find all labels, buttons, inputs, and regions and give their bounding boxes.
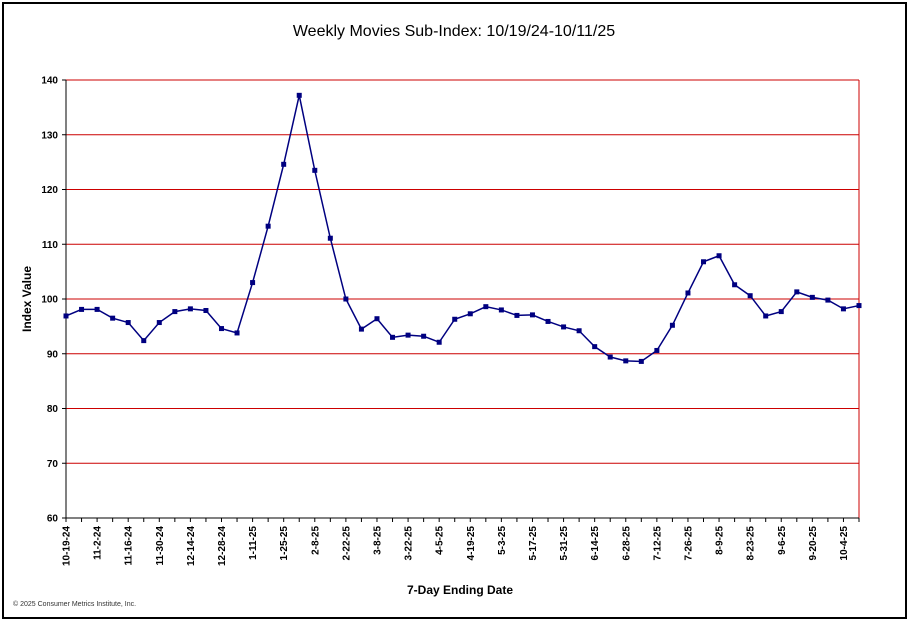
data-point	[561, 324, 567, 330]
data-point	[732, 282, 738, 288]
x-tick-label: 9-20-25	[808, 526, 819, 561]
data-point	[669, 322, 675, 328]
y-tick-label: 100	[41, 295, 58, 306]
data-point	[172, 309, 178, 315]
data-point	[203, 307, 209, 313]
data-point	[281, 161, 287, 167]
data-point	[265, 223, 271, 229]
y-tick-label: 60	[47, 514, 59, 525]
x-tick-label: 12-28-24	[217, 526, 228, 566]
data-point	[125, 320, 131, 326]
data-point	[218, 326, 224, 332]
data-point	[405, 332, 411, 338]
y-tick-label: 70	[47, 459, 59, 470]
y-tick-label: 80	[47, 404, 59, 415]
data-point	[421, 333, 427, 339]
y-tick-label: 140	[41, 76, 58, 87]
data-point	[514, 312, 520, 318]
data-point	[110, 315, 116, 321]
y-tick-label: 110	[42, 240, 59, 251]
data-point	[607, 354, 613, 360]
data-point	[343, 296, 349, 302]
data-point	[452, 316, 458, 322]
data-point	[809, 294, 815, 300]
data-point	[390, 334, 396, 340]
y-tick-label: 120	[41, 185, 58, 196]
data-point	[592, 344, 598, 350]
y-axis-label: Index Value	[20, 266, 34, 332]
data-point	[358, 326, 364, 332]
axes: 60 70 80 90 100 110 120 130 140 10-19-24 11-2-24 11…	[41, 76, 860, 566]
x-tick-label: 12-14-24	[186, 526, 197, 566]
chart-title: Weekly Movies Sub-Index: 10/19/24-10/11/…	[293, 23, 615, 40]
copyright-note: © 2025 Consumer Metrics Institute, Inc.	[13, 600, 136, 608]
data-point	[623, 358, 629, 364]
x-tick-label: 9-6-25	[777, 526, 788, 555]
series-layer	[63, 92, 862, 364]
data-point	[685, 290, 691, 296]
x-tick-label: 11-2-24	[93, 526, 104, 560]
data-point	[825, 297, 831, 303]
data-point	[94, 306, 100, 312]
data-point	[467, 311, 473, 317]
x-tick-label: 4-5-25	[435, 526, 446, 555]
data-point	[234, 330, 240, 336]
data-point	[498, 307, 504, 313]
x-tick-label: 11-16-24	[124, 526, 135, 566]
x-tick-label: 2-22-25	[341, 526, 352, 561]
data-point	[327, 235, 333, 241]
x-tick-label: 5-17-25	[528, 526, 539, 561]
data-point	[483, 304, 489, 310]
x-tick-label: 11-30-24	[155, 526, 166, 566]
x-tick-label: 5-31-25	[559, 526, 570, 561]
data-point	[856, 303, 862, 309]
x-tick-label: 7-26-25	[683, 526, 694, 561]
data-point	[374, 316, 380, 322]
data-point	[794, 289, 800, 295]
data-point	[701, 259, 707, 265]
x-axis-label: 7-Day Ending Date	[407, 583, 513, 597]
data-point	[141, 338, 147, 344]
data-point	[436, 339, 442, 345]
data-point	[312, 167, 318, 173]
x-tick-label: 8-9-25	[715, 526, 726, 555]
data-point	[250, 280, 256, 286]
x-tick-label: 3-22-25	[404, 526, 415, 561]
x-tick-label: 8-23-25	[746, 526, 757, 561]
x-tick-label: 1-11-25	[248, 526, 259, 560]
x-tick-label: 3-8-25	[372, 526, 383, 555]
data-point	[778, 309, 784, 315]
x-tick-label: 6-14-25	[590, 526, 601, 561]
x-tick-label: 5-3-25	[497, 526, 508, 555]
y-tick-label: 130	[41, 130, 58, 141]
x-tick-label: 7-12-25	[652, 526, 663, 561]
y-tick-label: 90	[47, 349, 59, 360]
grid-lines	[66, 79, 860, 518]
data-point	[63, 313, 69, 319]
x-tick-label: 10-4-25	[839, 526, 850, 561]
x-tick-label: 6-28-25	[621, 526, 632, 561]
data-point	[576, 328, 582, 334]
data-point	[296, 92, 302, 98]
x-tick-label: 4-19-25	[466, 526, 477, 561]
data-point	[156, 320, 162, 326]
data-point	[545, 318, 551, 324]
x-tick-label: 10-19-24	[62, 526, 73, 566]
data-point	[716, 253, 722, 259]
x-tick-label: 2-8-25	[310, 526, 321, 555]
data-point	[638, 358, 644, 364]
data-point	[529, 312, 535, 318]
data-point	[654, 347, 660, 353]
data-point	[79, 306, 85, 312]
data-point	[187, 306, 193, 312]
data-point	[840, 306, 846, 312]
data-point	[763, 313, 769, 319]
data-point	[747, 293, 753, 299]
series-line	[65, 95, 860, 363]
x-tick-label: 1-25-25	[279, 526, 290, 561]
